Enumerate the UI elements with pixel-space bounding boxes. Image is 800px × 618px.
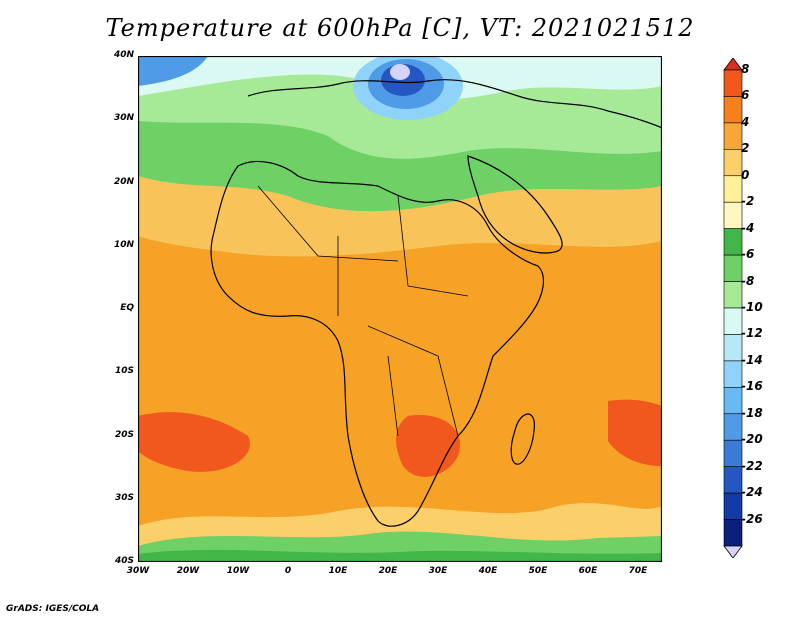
colorbar-level-label: 4 bbox=[741, 114, 750, 129]
colorbar-level-label: -18 bbox=[741, 405, 763, 420]
colorbar-box bbox=[723, 96, 743, 124]
colorbar-box bbox=[723, 334, 743, 362]
cold-core-center bbox=[390, 64, 410, 80]
lon-tick-label: 30E bbox=[428, 566, 448, 576]
lon-tick-label: 20E bbox=[378, 566, 398, 576]
colorbar-box bbox=[723, 387, 743, 415]
lon-tick-label: 10E bbox=[328, 566, 348, 576]
lon-tick-label: 0 bbox=[284, 566, 292, 576]
map-panel: 40N 30N 20N 10N EQ 10S 20S 30S 40S 30W 20W 10W 0 10E 2… bbox=[114, 50, 662, 576]
colorbar-box bbox=[723, 69, 743, 97]
madagascar-outline bbox=[510, 413, 535, 465]
colorbar-box bbox=[723, 360, 743, 388]
lat-tick-label: 30S bbox=[114, 492, 134, 503]
colorbar-level-label: -4 bbox=[741, 220, 755, 235]
lat-tick-label: 20S bbox=[114, 429, 134, 440]
colorbar-level-label: -12 bbox=[741, 326, 763, 341]
lon-tick-label: 60E bbox=[578, 566, 598, 576]
colorbar-level-label: 8 bbox=[741, 62, 750, 76]
colorbar-box bbox=[723, 281, 743, 309]
colorbar-level-label: 2 bbox=[741, 141, 750, 156]
hot-spot-east bbox=[608, 399, 662, 466]
field-minus8-south bbox=[138, 549, 662, 562]
colorbar-box bbox=[723, 201, 743, 229]
colorbar-level-label: -10 bbox=[741, 300, 763, 314]
arabia-outline bbox=[467, 155, 563, 254]
country-borders bbox=[257, 185, 469, 437]
africa-coastline bbox=[210, 160, 545, 527]
lat-tick-label: EQ bbox=[120, 303, 134, 313]
colorbar-level-label: -2 bbox=[741, 194, 755, 209]
lon-tick-label: 40E bbox=[478, 566, 498, 576]
map-frame bbox=[138, 56, 662, 562]
lon-tick-label: 10W bbox=[226, 566, 250, 576]
colorbar-bottom-arrow bbox=[723, 545, 743, 558]
colorbar-level-label: -24 bbox=[741, 485, 763, 500]
temperature-map bbox=[138, 56, 662, 562]
colorbar-level-label: 0 bbox=[741, 167, 750, 182]
hot-spot-west bbox=[138, 412, 250, 472]
lat-tick-label: 40N bbox=[113, 50, 134, 60]
lon-tick-label: 50E bbox=[528, 566, 548, 576]
colorbar-box bbox=[723, 122, 743, 150]
colorbar bbox=[723, 58, 743, 558]
colorbar-level-label: 6 bbox=[741, 88, 750, 103]
credit-label: GrADS: IGES/COLA bbox=[6, 604, 100, 614]
cold-patch-northwest bbox=[138, 56, 208, 86]
colorbar-level-label: -14 bbox=[741, 352, 763, 367]
lat-tick-label: 20N bbox=[113, 176, 134, 187]
colorbar-level-label: -20 bbox=[741, 432, 763, 447]
europe-coastline bbox=[247, 79, 662, 129]
colorbar-box bbox=[723, 307, 743, 335]
lat-tick-label: 40S bbox=[114, 556, 134, 566]
hot-spot-south-africa bbox=[396, 415, 460, 477]
colorbar-box bbox=[723, 228, 743, 256]
colorbar-box bbox=[723, 466, 743, 494]
colorbar-level-label: -22 bbox=[741, 458, 763, 473]
lon-tick-label: 70E bbox=[628, 566, 648, 576]
colorbar-box bbox=[723, 175, 743, 203]
colorbar-level-label: -16 bbox=[741, 379, 763, 394]
lat-tick-label: 10N bbox=[113, 239, 134, 250]
colorbar-box bbox=[723, 413, 743, 441]
colorbar-box bbox=[723, 254, 743, 282]
colorbar-level-label: -26 bbox=[741, 511, 763, 526]
colorbar-level-label: -6 bbox=[741, 247, 755, 262]
lat-tick-label: 10S bbox=[114, 366, 134, 377]
colorbar-box bbox=[723, 439, 743, 467]
map-title: Temperature at 600hPa [C], VT: 202102151… bbox=[105, 14, 695, 42]
colorbar-box bbox=[723, 519, 743, 547]
lat-tick-label: 30N bbox=[113, 113, 134, 124]
lon-tick-label: 20W bbox=[176, 566, 200, 576]
colorbar-level-label: -8 bbox=[741, 273, 755, 288]
lon-tick-label: 30W bbox=[126, 566, 150, 576]
colorbar-box bbox=[723, 492, 743, 520]
colorbar-box bbox=[723, 149, 743, 177]
colorbar-top-arrow bbox=[723, 58, 743, 71]
